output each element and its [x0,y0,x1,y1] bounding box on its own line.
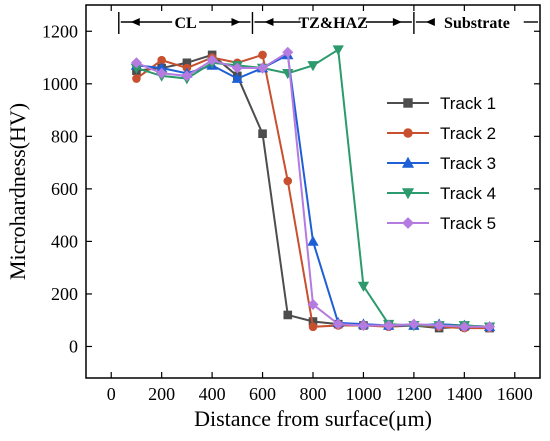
series-line [136,53,490,328]
x-axis-title: Distance from surface(μm) [194,406,432,431]
y-tick-label: 200 [51,284,78,304]
axis-ticks: 0 200 400 600 800 1000 1200 1400 1600 0 200 400 600 8… [42,5,540,404]
data-point [357,319,369,331]
data-point [283,176,293,186]
data-point [231,72,243,83]
data-point [307,298,319,310]
x-tick-label: 1600 [497,384,533,404]
x-tick-label: 600 [249,384,276,404]
region-arrowhead [425,18,435,26]
series-line [135,53,490,330]
legend-item: Track 4 [387,184,496,203]
y-axis-title: Microhardness(HV) [5,103,30,280]
series-layer [130,45,496,333]
x-tick-label: 200 [148,384,175,404]
legend-label: Track 5 [440,214,496,233]
legend-item: Track 5 [387,214,496,233]
legend-item: Track 2 [387,124,496,143]
data-point [130,57,142,69]
y-tick-label: 400 [51,231,78,251]
x-tick-label: 0 [107,384,116,404]
legend-marker [401,156,415,168]
data-point [383,319,395,331]
data-point [257,62,269,74]
legend-marker [403,128,413,138]
y-tick-label: 1200 [42,21,78,41]
data-point [283,310,293,320]
x-tick-label: 1200 [396,384,432,404]
x-tick-label: 1400 [446,384,482,404]
region-arrowhead [264,18,274,26]
y-tick-label: 0 [69,336,78,356]
region-label: TZ&HAZ [299,15,368,32]
legend-item: Track 1 [387,94,496,113]
region-arrowhead [130,18,140,26]
legend-marker [401,188,415,200]
legend-item: Track 3 [387,154,496,173]
data-point [332,318,344,330]
legend-label: Track 2 [440,124,496,143]
data-point [408,318,420,330]
x-tick-label: 400 [199,384,226,404]
data-point [308,322,318,332]
data-point [484,321,496,333]
region-label: Substrate [444,15,510,32]
legend-label: Track 4 [440,184,496,203]
series-5 [130,46,496,333]
x-tick-label: 1000 [345,384,381,404]
data-point [258,129,267,139]
data-point [231,62,243,74]
series-line [136,50,490,328]
region-arrowhead [231,18,241,26]
data-point [357,281,370,292]
data-point [433,319,445,331]
data-point [156,67,168,79]
y-tick-label: 800 [51,126,78,146]
series-line [136,53,490,330]
legend-label: Track 3 [440,154,496,173]
y-tick-label: 600 [51,179,78,199]
data-point [458,321,470,333]
legend-marker [403,98,413,108]
legend-label: Track 1 [440,94,496,113]
legend: Track 1 Track 2 Track 3 Track 4 Track 5 [387,94,496,233]
data-point [181,70,193,82]
y-tick-label: 1000 [42,74,78,94]
data-point [132,74,141,83]
region-label: CL [175,15,197,32]
data-point [307,235,319,246]
data-point [307,61,319,72]
region-arrowhead [392,18,402,26]
region-annotations: CL TZ&HAZ Substrate [118,12,538,34]
data-point [282,46,294,58]
legend-marker [402,217,414,229]
data-point [332,45,344,56]
data-point [258,50,267,60]
x-tick-label: 800 [300,384,327,404]
data-point [206,54,218,66]
series-line [136,47,490,328]
